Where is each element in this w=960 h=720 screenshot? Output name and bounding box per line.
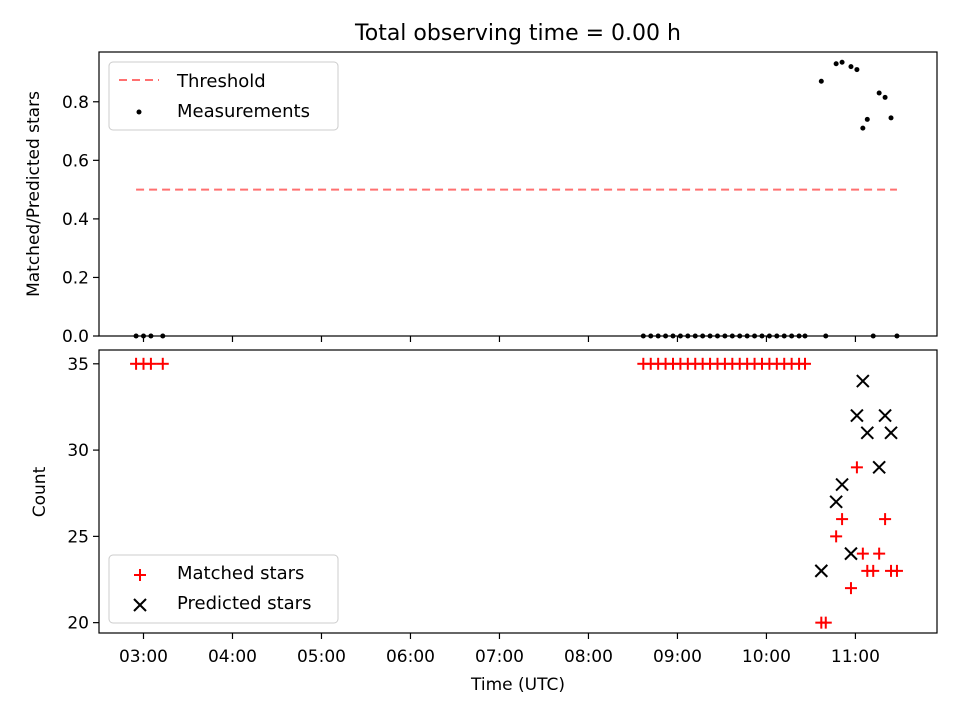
predicted-stars-point (829, 495, 843, 509)
bottom-y-tick-label: 20 (67, 614, 89, 634)
predicted-legend-label: Predicted stars (177, 593, 311, 614)
measurement-point (876, 90, 882, 96)
measurement-point (888, 115, 894, 121)
bottom-y-tick-label: 25 (67, 527, 89, 547)
top-y-ticks: 0.0 0.2 0.4 0.6 0.8 (62, 93, 99, 347)
measurement-point (882, 94, 888, 100)
matched-stars-point (890, 564, 903, 577)
top-legend: Threshold Measurements (108, 61, 339, 131)
x-tick-label: 08:00 (564, 647, 613, 667)
predicted-stars-point (872, 460, 886, 475)
bottom-legend: Matched stars Predicted stars (108, 554, 339, 624)
x-tick-label: 11:00 (831, 647, 880, 667)
threshold-legend-label: Threshold (176, 71, 266, 92)
x-tick-label: 04:00 (208, 647, 257, 667)
matched-stars-point (819, 616, 832, 629)
top-panel: Total observing time = 0.00 h Matched/Pr… (24, 21, 938, 347)
top-y-tick-label: 0.4 (62, 210, 89, 230)
top-y-tick-label: 0.0 (62, 327, 89, 347)
matched-stars-point (850, 461, 863, 474)
x-tick-label: 10:00 (742, 647, 791, 667)
top-legend-box (108, 61, 339, 131)
bottom-plot-frame (98, 349, 938, 634)
bottom-x-ticks: 03:00 04:00 05:00 06:00 07:00 08:00 09:00 10:00… (119, 633, 880, 667)
top-y-tick-label: 0.6 (62, 151, 89, 171)
top-x-ticks (142, 336, 857, 342)
measurements-legend-label: Measurements (177, 101, 310, 122)
measurement-point (818, 78, 824, 84)
measurement-point (839, 59, 845, 65)
predicted-stars-point (814, 564, 829, 578)
bottom-legend-box (108, 554, 339, 624)
matched-stars-point (844, 582, 857, 595)
measurement-point (848, 64, 854, 70)
predicted-legend-marker (133, 598, 147, 612)
bottom-y-ticks: 20 25 30 35 (67, 355, 99, 634)
predicted-stars-point (860, 426, 874, 440)
count-points (130, 357, 903, 629)
top-plot-frame (98, 51, 938, 337)
x-tick-label: 07:00 (475, 647, 524, 667)
matched-legend-label: Matched stars (177, 563, 304, 584)
x-tick-label: 05:00 (297, 647, 346, 667)
top-y-tick-label: 0.8 (62, 93, 89, 113)
measurement-point (833, 61, 839, 67)
x-tick-label: 06:00 (386, 647, 435, 667)
bottom-y-tick-label: 30 (67, 441, 89, 461)
predicted-stars-point (884, 426, 898, 440)
matched-stars-point (873, 547, 886, 560)
bottom-panel: Count Time (UTC) 20 25 30 35 03:00 04:00 05:0… (30, 349, 938, 695)
matched-stars-point (830, 530, 843, 543)
x-tick-label: 09:00 (653, 647, 702, 667)
x-axis-label: Time (UTC) (470, 675, 565, 695)
matched-stars-point (867, 564, 880, 577)
matched-legend-marker (134, 569, 146, 581)
top-y-tick-label: 0.2 (62, 268, 89, 288)
chart-title: Total observing time = 0.00 h (354, 21, 681, 46)
predicted-stars-point (844, 546, 858, 561)
x-tick-label: 03:00 (119, 647, 168, 667)
measurement-point (864, 116, 870, 122)
measurements-legend-marker (136, 109, 142, 115)
matched-stars-point (856, 547, 869, 560)
matched-stars-point (798, 357, 811, 370)
predicted-stars-point (835, 477, 849, 492)
matched-stars-point (156, 357, 169, 370)
matched-stars-point (879, 513, 892, 526)
matched-stars-point (836, 513, 849, 526)
measurement-point (854, 67, 860, 73)
top-y-axis-label: Matched/Predicted stars (24, 91, 44, 297)
matched-stars-point (144, 357, 157, 370)
predicted-stars-point (856, 374, 870, 388)
bottom-y-axis-label: Count (30, 466, 50, 517)
measurement-point (860, 125, 866, 131)
predicted-stars-point (878, 408, 892, 423)
predicted-stars-point (850, 408, 864, 423)
bottom-y-tick-label: 35 (67, 355, 89, 375)
